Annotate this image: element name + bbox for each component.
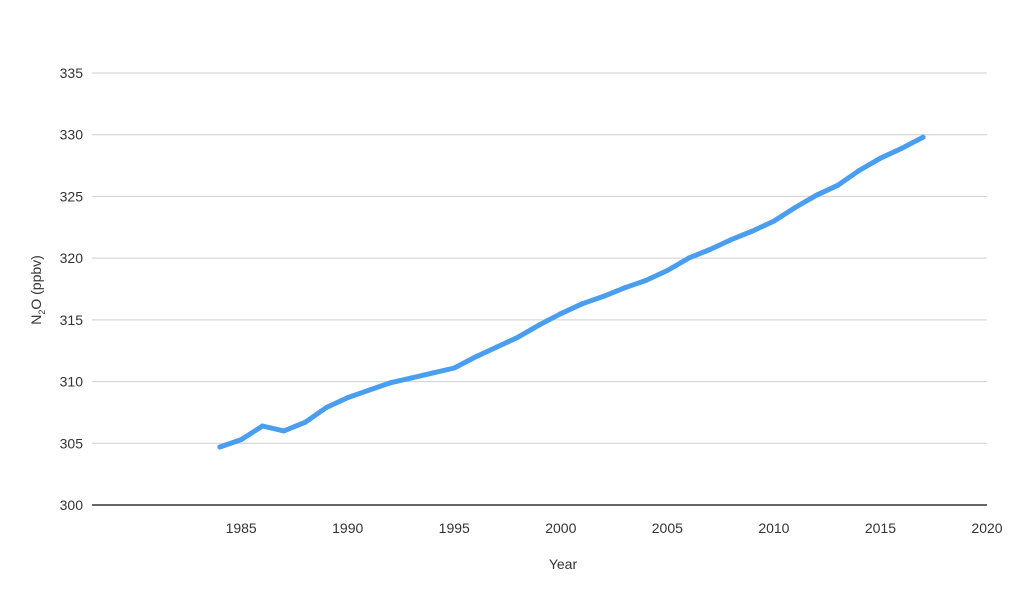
data-point: [345, 395, 351, 401]
data-point: [217, 444, 223, 450]
data-point: [600, 293, 606, 299]
data-point: [771, 218, 777, 224]
data-point: [877, 155, 883, 161]
data-point: [238, 437, 244, 443]
y-tick-label: 300: [60, 497, 84, 513]
gridlines: [92, 72, 987, 506]
y-tick-label: 330: [60, 127, 84, 143]
data-point: [835, 182, 841, 188]
data-point: [558, 311, 564, 317]
data-point: [856, 168, 862, 174]
data-point: [259, 423, 265, 429]
y-axis-title-main: N: [28, 315, 44, 325]
x-tick-label: 2010: [758, 520, 789, 536]
data-point: [686, 255, 692, 261]
data-point: [579, 301, 585, 307]
y-axis-ticks: 300 305 310 315 320 325 330 335: [60, 65, 84, 513]
data-point: [451, 365, 457, 371]
data-point: [728, 237, 734, 243]
data-point: [366, 387, 372, 393]
data-point: [473, 354, 479, 360]
series-line-0: [217, 134, 926, 450]
y-axis-title-subscript: 2: [37, 310, 47, 315]
data-point: [537, 322, 542, 328]
y-tick-label: 320: [60, 250, 84, 266]
data-point: [707, 247, 713, 253]
data-point: [664, 267, 670, 273]
data-point: [643, 277, 649, 283]
data-point: [814, 192, 820, 198]
data-point: [387, 380, 393, 386]
data-point: [302, 419, 308, 425]
data-point: [494, 344, 500, 350]
data-point: [622, 285, 628, 291]
data-point: [920, 134, 926, 140]
x-axis-title: Year: [549, 556, 578, 572]
data-point: [409, 375, 415, 381]
y-tick-label: 305: [60, 435, 84, 451]
x-tick-label: 2000: [545, 520, 576, 536]
x-tick-label: 1985: [226, 520, 257, 536]
y-axis-title-rest: O (ppbv): [28, 255, 44, 309]
x-tick-label: 2015: [865, 520, 896, 536]
x-tick-label: 2005: [652, 520, 683, 536]
x-tick-label: 1990: [332, 520, 363, 536]
data-point: [323, 404, 329, 410]
data-point: [281, 428, 287, 434]
y-tick-label: 335: [60, 65, 84, 81]
y-tick-label: 315: [60, 312, 84, 328]
y-tick-label: 325: [60, 188, 84, 204]
data-point: [750, 228, 756, 234]
data-point: [899, 145, 905, 151]
data-point: [792, 205, 798, 211]
x-axis-ticks: 1985 1990 1995 2000 2005 2010 2015 2020: [226, 520, 1003, 536]
x-tick-label: 1995: [439, 520, 470, 536]
y-tick-label: 310: [60, 374, 84, 390]
series-layer: [217, 134, 926, 450]
y-axis-title: N2O (ppbv): [28, 255, 47, 325]
data-point: [515, 334, 521, 340]
x-tick-label: 2020: [971, 520, 1002, 536]
data-point: [430, 370, 436, 376]
